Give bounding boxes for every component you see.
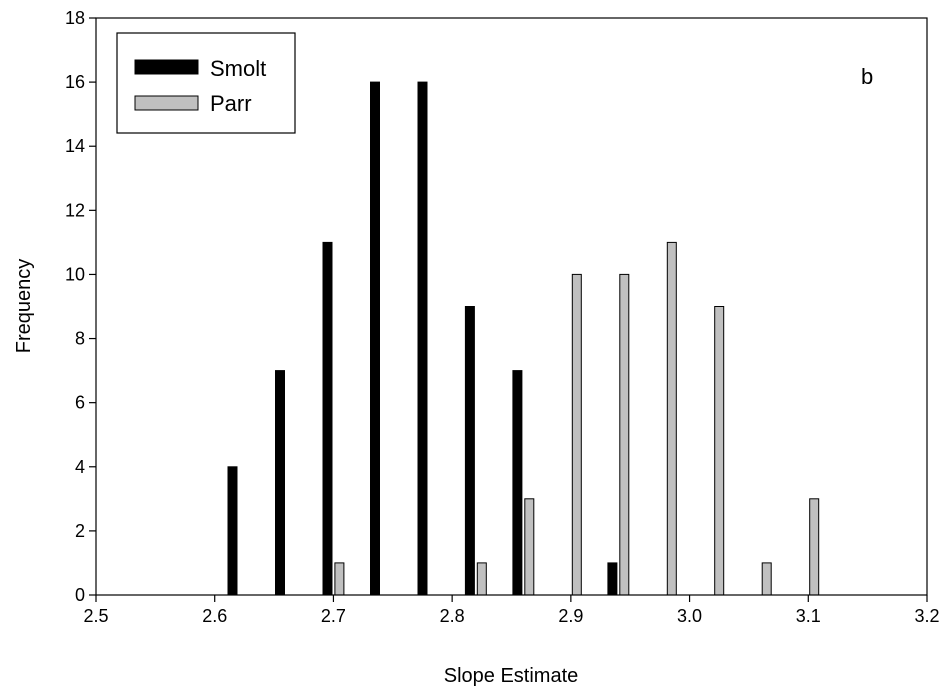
x-axis: 2.5 2.6 2.7 2.8 2.9 3.0 3.1 3.2: [83, 595, 940, 626]
bar-smolt-5: [464, 306, 475, 596]
y-tick-label: 6: [75, 393, 85, 413]
bar-smolt-6: [512, 370, 523, 596]
bar-smolt-4: [417, 81, 428, 596]
bar-parr-4: [619, 273, 630, 596]
bar-smolt-1: [275, 370, 285, 596]
x-tick-label: 2.8: [440, 606, 465, 626]
bar-parr-6: [714, 306, 725, 596]
bar-smolt-2: [322, 241, 333, 596]
bar-parr-0: [334, 562, 345, 596]
x-tick-label: 2.7: [321, 606, 346, 626]
y-tick-label: 18: [65, 8, 85, 28]
bar-parr-5: [666, 241, 677, 596]
y-axis-title: Frequency: [13, 259, 35, 354]
x-tick-label: 2.5: [83, 606, 108, 626]
bar-parr-7: [761, 562, 772, 596]
y-tick-label: 0: [75, 585, 85, 605]
legend-box: [116, 32, 296, 134]
legend: Smolt Parr: [116, 32, 296, 134]
y-tick-label: 2: [75, 521, 85, 541]
bar-parr-1: [476, 562, 487, 596]
bars-layer: [227, 81, 820, 596]
y-tick-label: 14: [65, 136, 85, 156]
x-tick-label: 2.6: [202, 606, 227, 626]
legend-swatch-smolt: [134, 59, 199, 75]
legend-swatch-parr: [134, 95, 199, 111]
bar-parr-3: [571, 273, 582, 596]
panel-annotation: b: [861, 64, 873, 89]
x-axis-title: Slope Estimate: [444, 665, 579, 687]
y-tick-label: 8: [75, 329, 85, 349]
bar-parr-8: [809, 498, 820, 596]
y-axis: 0 2 4 6 8 10 12 14 16 18: [65, 8, 96, 605]
bar-smolt-0: [227, 466, 238, 596]
y-tick-label: 12: [65, 200, 85, 220]
x-tick-label: 3.2: [914, 606, 939, 626]
y-tick-label: 16: [65, 72, 85, 92]
y-tick-label: 4: [75, 457, 85, 477]
x-tick-label: 3.0: [677, 606, 702, 626]
bar-smolt-7: [607, 562, 618, 596]
plot-frame: [95, 17, 928, 596]
x-tick-label: 3.1: [796, 606, 821, 626]
y-tick-label: 10: [65, 264, 85, 284]
legend-label-parr: Parr: [210, 91, 252, 116]
bar-parr-2: [524, 498, 535, 596]
legend-label-smolt: Smolt: [210, 56, 266, 81]
x-tick-label: 2.9: [558, 606, 583, 626]
bar-smolt-3: [370, 81, 380, 596]
